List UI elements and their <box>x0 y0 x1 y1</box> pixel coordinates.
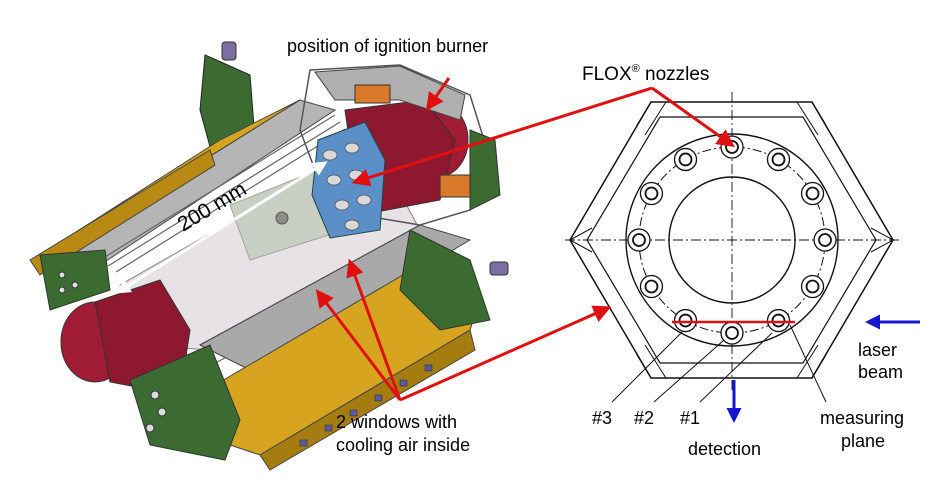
lower-right-flange <box>399 229 491 331</box>
nozzle-inner-11 <box>644 186 659 201</box>
nozzle-inner-7 <box>725 326 739 340</box>
nozzle-inner-2 <box>771 152 786 167</box>
dimension-arrow <box>115 161 328 294</box>
nozzle-outer-7 <box>720 321 744 345</box>
bolt-top <box>221 41 237 61</box>
measuring-label-line2: plane <box>841 431 885 451</box>
nozzle-3-label: #3 <box>592 408 612 428</box>
nozzle-ring <box>627 135 837 345</box>
bottom-flange-holes <box>145 390 167 433</box>
nozzle-outer-2 <box>766 147 791 172</box>
nozzle-1-label: #1 <box>680 408 700 428</box>
detection-label: detection <box>688 439 761 459</box>
nozzle-outer-3 <box>800 181 825 206</box>
nozzle-outer-9 <box>639 274 664 299</box>
left-flange-holes <box>58 271 79 294</box>
nozzle-outer-5 <box>800 274 825 299</box>
laser-label-line2: beam <box>858 362 903 382</box>
nozzle-inner-4 <box>818 233 832 247</box>
nozzle-inner-8 <box>678 313 693 328</box>
window-arrow-b <box>315 289 402 401</box>
nozzle-inner-10 <box>632 233 646 247</box>
flox-arrow-1 <box>651 86 735 148</box>
measuring-label-line1: measuring <box>820 408 904 428</box>
left-flange <box>39 249 111 311</box>
ignition-burner-label: position of ignition burner <box>287 36 488 56</box>
nozzle-outer-10 <box>627 228 651 252</box>
red-arrows <box>315 77 735 402</box>
laser-label-line1: laser <box>858 340 897 360</box>
windows-label-line2: cooling air inside <box>336 435 470 455</box>
nozzle-outer-4 <box>813 228 837 252</box>
lower-insulation-edge <box>259 329 476 471</box>
ignition-arrow <box>425 77 451 111</box>
nozzle-inner-12 <box>678 152 693 167</box>
nozzle-outer-11 <box>639 181 664 206</box>
nozzle-outer-8 <box>673 308 698 333</box>
leader-lines <box>611 324 827 403</box>
window-port <box>275 211 289 225</box>
cross-section <box>565 92 900 403</box>
window-arrow-a <box>346 258 402 401</box>
flox-nozzles-label: FLOX® nozzles <box>582 63 709 85</box>
nozzle-inner-6 <box>771 313 786 328</box>
bottom-flange <box>129 344 241 461</box>
cooling-block <box>354 84 391 104</box>
windows-label-line1: 2 windows with <box>336 412 457 432</box>
right-flange <box>469 129 501 211</box>
fasteners <box>299 364 433 447</box>
nozzle-2-label: #2 <box>634 408 654 428</box>
nozzle-outer-12 <box>673 147 698 172</box>
flox-arrow-2 <box>351 86 653 187</box>
flox-registered: ® <box>632 63 640 75</box>
window-arrow-c <box>399 305 612 402</box>
combustor-cutaway: 200 mm <box>29 41 509 471</box>
nozzle-outer-6 <box>766 308 791 333</box>
nozzle-inner-5 <box>805 279 820 294</box>
flox-suffix: nozzles <box>640 64 710 85</box>
flox-text: FLOX <box>582 64 632 85</box>
bolt-right <box>489 261 509 276</box>
nozzle-inner-3 <box>805 186 820 201</box>
nozzle-inner-9 <box>644 279 659 294</box>
